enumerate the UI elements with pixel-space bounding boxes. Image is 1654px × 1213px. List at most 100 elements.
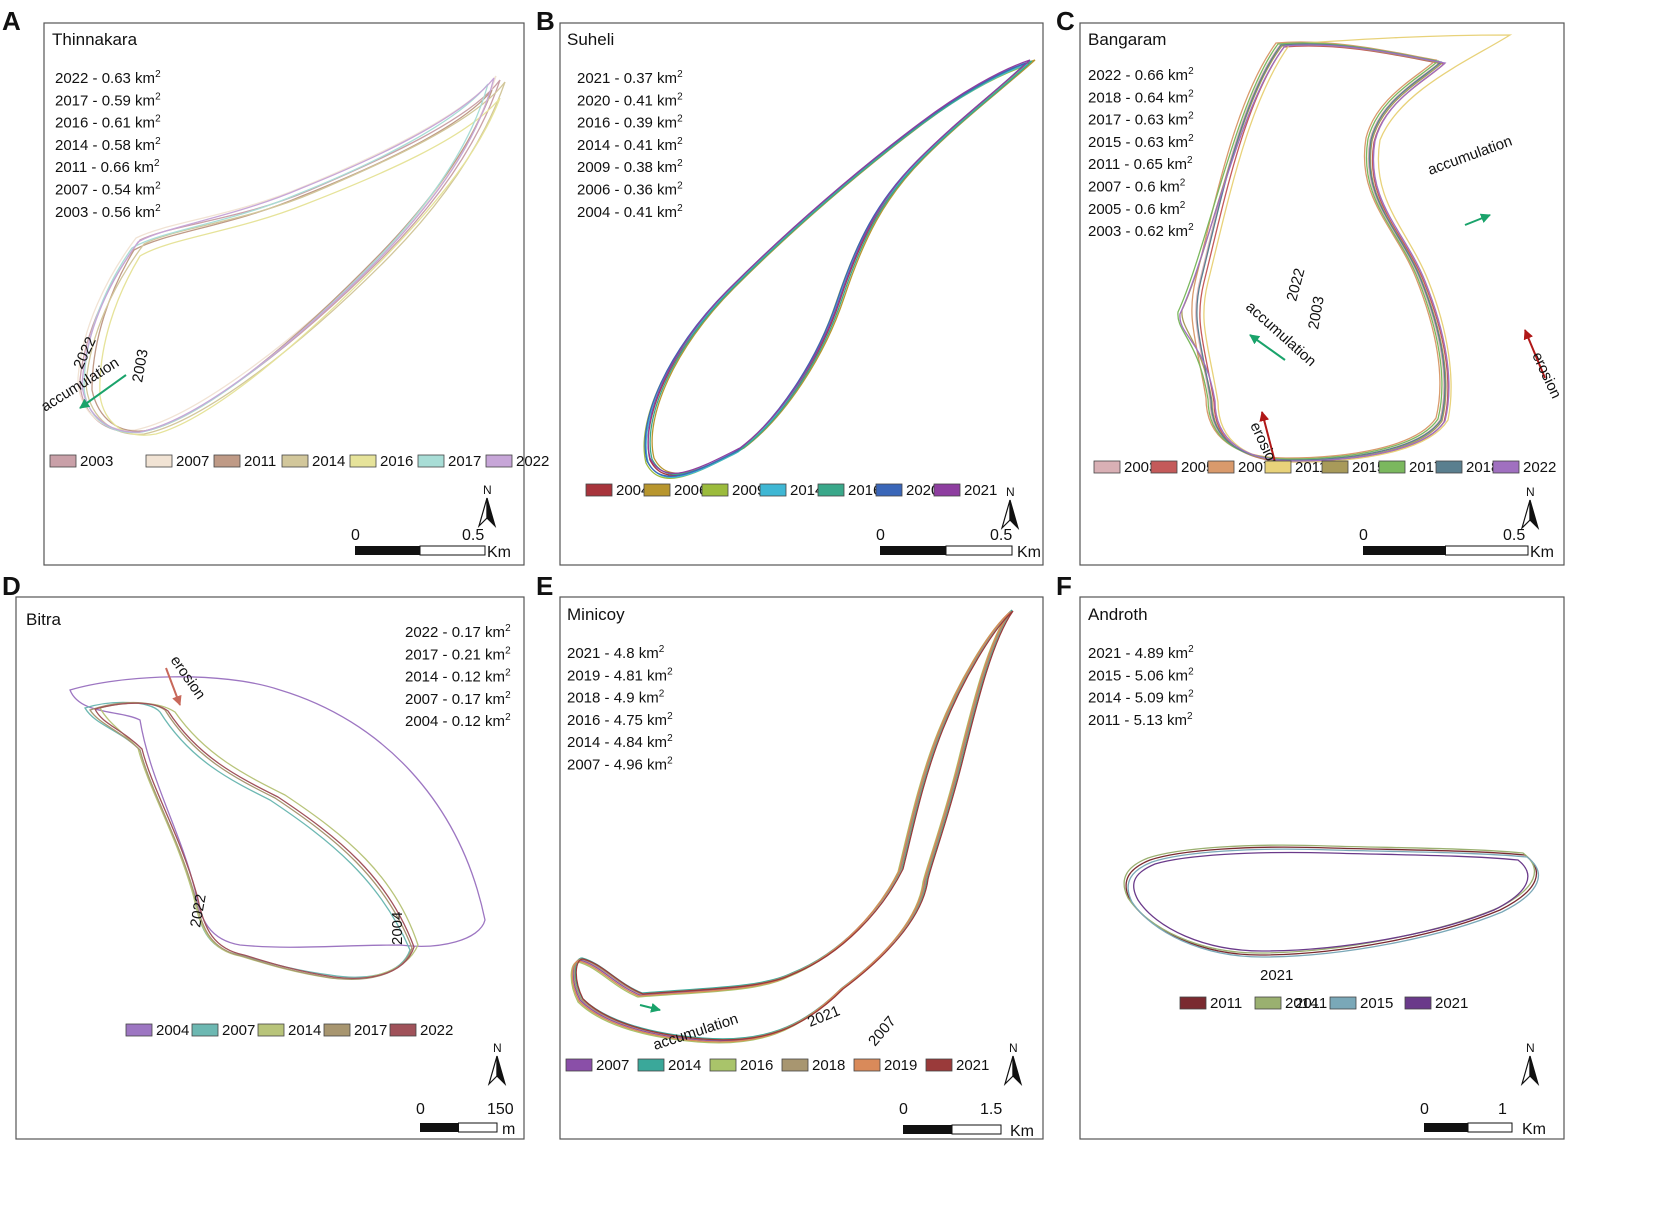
- legend-swatch: [349, 454, 377, 468]
- panel-frame: [559, 22, 1044, 566]
- scale-bar: 0 0.5Km: [1359, 527, 1554, 561]
- area-row: 2009 - 0.38 km2: [577, 158, 683, 176]
- shoreline-2016: [99, 97, 501, 436]
- area-year: 2021 - 4.8 km: [567, 645, 659, 662]
- legend-swatch: [925, 1058, 953, 1072]
- legend-swatch: [191, 1023, 219, 1037]
- area-sup: 2: [1188, 133, 1194, 144]
- legend-item-2014: 2014: [281, 453, 345, 470]
- area-row: 2014 - 0.58 km2: [55, 136, 161, 154]
- legend-item-2007: 2007: [1207, 459, 1271, 476]
- legend-swatch: [1150, 460, 1178, 474]
- legend-item-2018: 2018: [781, 1057, 845, 1074]
- area-sup: 2: [677, 91, 683, 102]
- shoreline-2003: [1195, 43, 1445, 461]
- legend-swatch: [875, 483, 903, 497]
- area-sup: 2: [677, 158, 683, 169]
- legend-label: 2006: [674, 482, 707, 499]
- legend-label: 2017: [448, 453, 481, 470]
- shoreline-group: [570, 609, 1014, 1044]
- shoreline-2021: [1133, 851, 1529, 952]
- area-sup: 2: [677, 203, 683, 214]
- area-row: 2017 - 0.63 km2: [1088, 111, 1194, 129]
- area-year: 2016 - 0.61 km: [55, 115, 155, 132]
- north-arrow-right: [496, 1055, 507, 1087]
- erosion-arrow-icon: [165, 667, 182, 706]
- legend-label: 2020: [906, 482, 939, 499]
- shoreline-2007: [1191, 41, 1441, 459]
- legend-label: 2007: [596, 1057, 629, 1074]
- area-sup: 2: [1188, 88, 1194, 99]
- north-label: N: [493, 1041, 502, 1055]
- area-row: 2006 - 0.36 km2: [577, 181, 683, 199]
- accumulation-arrow-icon: [79, 374, 127, 409]
- scale-bar-white: [1467, 1122, 1513, 1133]
- legend-item-2019: 2019: [853, 1057, 917, 1074]
- north-arrow-icon: N: [1520, 1041, 1540, 1087]
- legend-label: 2021: [956, 1057, 989, 1074]
- area-sup: 2: [677, 136, 683, 147]
- shoreline-group: [1123, 844, 1540, 958]
- scale-zero: 0: [1420, 1101, 1429, 1118]
- legend-swatch: [565, 1058, 593, 1072]
- shoreline-2017: [1177, 42, 1443, 460]
- shoreline-2016: [570, 613, 1009, 1044]
- legend-item-2004: 2004: [585, 482, 649, 499]
- legend-item-2006: 2006: [643, 482, 707, 499]
- legend-item-2014: 2014: [257, 1022, 321, 1039]
- north-arrow-icon: N: [487, 1041, 507, 1087]
- scale-bar: 0 0.5Km: [351, 527, 511, 561]
- area-year: 2011 - 0.66 km: [55, 159, 154, 176]
- area-row: 2015 - 0.63 km2: [1088, 133, 1194, 151]
- legend-swatch: [781, 1058, 809, 1072]
- area-row: 2007 - 0.6 km2: [1088, 178, 1186, 196]
- legend-label: 2004: [156, 1022, 189, 1039]
- legend-label: 2005: [1181, 459, 1214, 476]
- legend-label: 2007: [1238, 459, 1271, 476]
- north-arrow-icon: N: [1000, 485, 1020, 531]
- scale-bar-white: [458, 1122, 498, 1133]
- panel-letter: C: [1056, 6, 1075, 36]
- area-sup: 2: [155, 181, 161, 192]
- scale-max: 1.5: [980, 1101, 1002, 1118]
- legend-item-2020: 2020: [875, 482, 939, 499]
- legend-swatch: [1492, 460, 1520, 474]
- legend-label: 2016: [848, 482, 881, 499]
- area-year: 2007 - 4.96 km: [567, 757, 667, 774]
- area-year: 2007 - 0.6 km: [1088, 179, 1180, 196]
- shoreline-2022: [81, 77, 495, 433]
- area-row: 2014 - 4.84 km2: [567, 733, 673, 751]
- panel-letter: A: [2, 6, 21, 36]
- legend-label: 2011: [244, 453, 276, 470]
- legend-swatch: [643, 483, 671, 497]
- scale-zero: 0: [1359, 527, 1368, 544]
- legend: 2003 2007 2011 2014 2016 2017 2022: [49, 453, 549, 470]
- area-sup: 2: [505, 690, 511, 701]
- area-row: 2017 - 0.21 km2: [405, 645, 511, 663]
- panel-frame: [1079, 596, 1565, 1140]
- scale-zero: 0: [351, 527, 360, 544]
- legend-swatch: [1207, 460, 1235, 474]
- legend-label: 2021: [964, 482, 997, 499]
- legend-swatch: [853, 1058, 881, 1072]
- legend-item-2011: 2011: [1179, 995, 1242, 1012]
- area-row: 2011 - 0.66 km2: [55, 158, 160, 176]
- island-name: Thinnakara: [52, 30, 138, 49]
- area-year: 2014 - 0.12 km: [405, 669, 505, 686]
- legend-swatch: [125, 1023, 153, 1037]
- area-row: 2019 - 4.81 km2: [567, 666, 673, 684]
- area-sup: 2: [667, 733, 673, 744]
- legend-item-2015: 2015: [1321, 459, 1385, 476]
- area-year: 2021 - 4.89 km: [1088, 645, 1188, 662]
- legend-label: 2007: [222, 1022, 255, 1039]
- year-label: 2011: [1295, 995, 1327, 1012]
- panel-letter: B: [536, 6, 555, 36]
- area-sup: 2: [1188, 644, 1194, 655]
- area-sup: 2: [1188, 66, 1194, 77]
- area-year: 2003 - 0.62 km: [1088, 223, 1188, 240]
- area-row: 2018 - 0.64 km2: [1088, 88, 1194, 106]
